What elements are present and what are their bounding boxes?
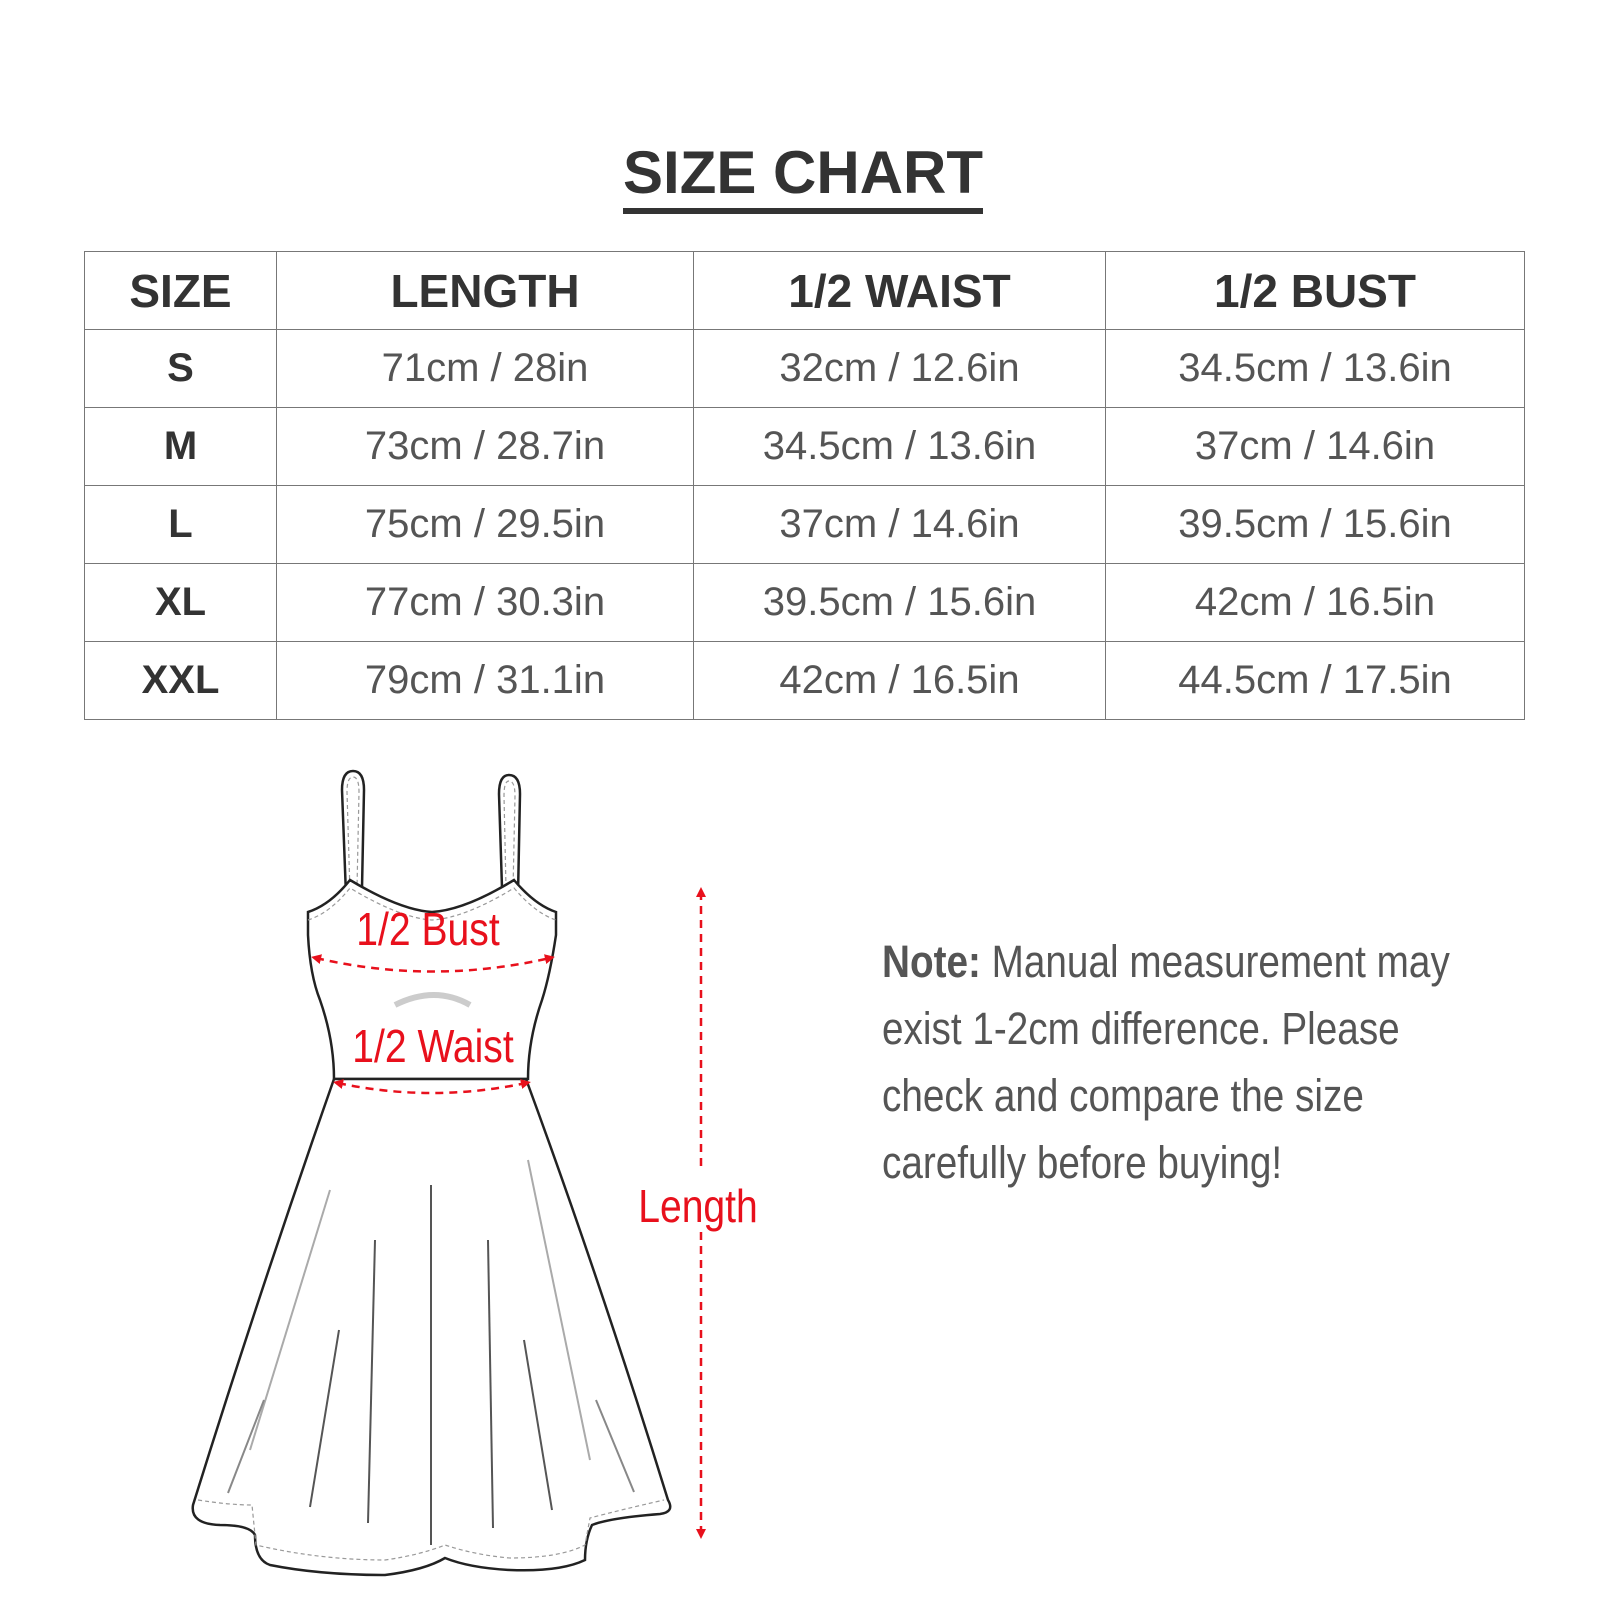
page-title: SIZE CHART (0, 138, 1600, 214)
table-row: XL 77cm / 30.3in 39.5cm / 15.6in 42cm / … (84, 563, 1525, 642)
note-label: Note: (882, 936, 981, 987)
header-length: LENGTH (276, 251, 694, 330)
cell-length: 75cm / 29.5in (276, 485, 694, 564)
cell-waist: 37cm / 14.6in (693, 485, 1106, 564)
cell-bust: 44.5cm / 17.5in (1105, 641, 1525, 720)
header-size: SIZE (84, 251, 277, 330)
measure-arrows (311, 887, 706, 1539)
cell-bust: 34.5cm / 13.6in (1105, 329, 1525, 408)
cell-waist: 32cm / 12.6in (693, 329, 1106, 408)
note-text: Note: Manual measurement may exist 1-2cm… (882, 928, 1570, 1196)
cell-length: 77cm / 30.3in (276, 563, 694, 642)
cell-waist: 39.5cm / 15.6in (693, 563, 1106, 642)
bust-label: 1/2 Bust (356, 904, 500, 956)
cell-bust: 39.5cm / 15.6in (1105, 485, 1525, 564)
table-row: M 73cm / 28.7in 34.5cm / 13.6in 37cm / 1… (84, 407, 1525, 486)
table-row: L 75cm / 29.5in 37cm / 14.6in 39.5cm / 1… (84, 485, 1525, 564)
cell-size: M (84, 407, 277, 486)
note-line: check and compare the size (882, 1070, 1364, 1121)
waist-label: 1/2 Waist (352, 1021, 514, 1073)
cell-size: XXL (84, 641, 277, 720)
cell-bust: 37cm / 14.6in (1105, 407, 1525, 486)
table-row: XXL 79cm / 31.1in 42cm / 16.5in 44.5cm /… (84, 641, 1525, 720)
size-table: SIZE LENGTH 1/2 WAIST 1/2 BUST S 71cm / … (84, 251, 1525, 720)
note-line: carefully before buying! (882, 1137, 1283, 1188)
note-line: Manual measurement may (991, 936, 1450, 987)
header-waist: 1/2 WAIST (693, 251, 1106, 330)
cell-length: 79cm / 31.1in (276, 641, 694, 720)
title-text: SIZE CHART (623, 138, 983, 214)
cell-size: XL (84, 563, 277, 642)
length-label: Length (638, 1181, 758, 1233)
cell-size: L (84, 485, 277, 564)
cell-waist: 34.5cm / 13.6in (693, 407, 1106, 486)
dress-outline-icon (191, 769, 672, 1577)
bust-arrow-icon (311, 954, 555, 973)
table-row: S 71cm / 28in 32cm / 12.6in 34.5cm / 13.… (84, 329, 1525, 408)
header-bust: 1/2 BUST (1105, 251, 1525, 330)
cell-waist: 42cm / 16.5in (693, 641, 1106, 720)
table-header-row: SIZE LENGTH 1/2 WAIST 1/2 BUST (84, 251, 1525, 330)
note-line: exist 1-2cm difference. Please (882, 1003, 1400, 1054)
